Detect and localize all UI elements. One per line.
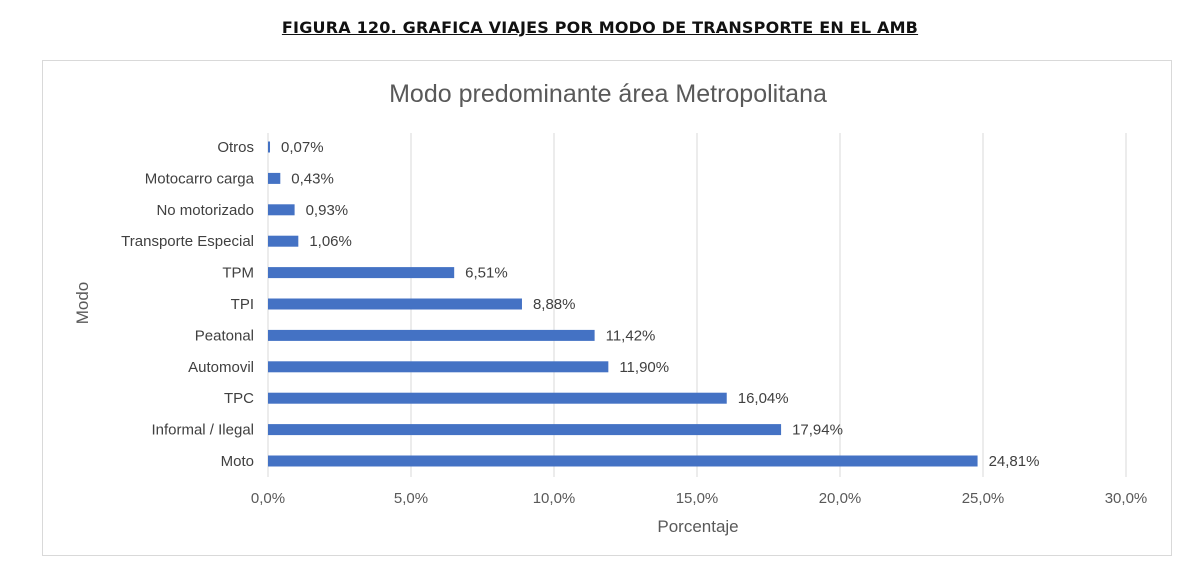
data-label: 11,42% xyxy=(606,327,656,344)
data-label: 11,90% xyxy=(619,359,669,376)
category-labels: Moto Informal / Ilegal TPC Automovil Peatona… xyxy=(121,139,254,470)
bar xyxy=(268,141,271,153)
bar xyxy=(268,172,281,184)
x-tick-label: 5,0% xyxy=(394,490,428,507)
bar xyxy=(268,235,299,247)
data-label: 17,94% xyxy=(792,422,843,439)
x-tick-label: 20,0% xyxy=(819,490,862,507)
x-tick-labels: 0,0% 5,0% 10,0% 15,0% 20,0% 25,0% 30,0% xyxy=(251,490,1147,507)
bar xyxy=(268,392,727,404)
category-label: Transporte Especial xyxy=(121,233,254,250)
chart-frame: Modo predominante área Metropolitana Mot… xyxy=(42,60,1172,556)
data-label: 0,07% xyxy=(281,139,324,156)
bar xyxy=(268,298,522,310)
bar xyxy=(268,267,455,279)
chart-title: Modo predominante área Metropolitana xyxy=(389,80,827,108)
data-label: 1,06% xyxy=(309,233,352,250)
x-tick-label: 30,0% xyxy=(1105,490,1148,507)
bar-chart: Modo predominante área Metropolitana Mot… xyxy=(73,80,1147,536)
figure-caption: FIGURA 120. GRAFICA VIAJES POR MODO DE T… xyxy=(281,18,919,37)
gridlines xyxy=(267,133,1127,477)
bar xyxy=(268,361,609,373)
data-label: 6,51% xyxy=(465,265,508,282)
category-label: Motocarro carga xyxy=(145,170,255,187)
category-label: No motorizado xyxy=(156,202,254,219)
bar xyxy=(268,204,295,216)
category-label: TPC xyxy=(224,390,254,407)
x-tick-label: 15,0% xyxy=(676,490,719,507)
data-label: 0,93% xyxy=(306,202,349,219)
data-labels: 24,81% 17,94%16,04% 11,90% 11,42% 8,88% 6,51%… xyxy=(281,139,1039,470)
category-label: TPM xyxy=(222,265,254,282)
category-label: Otros xyxy=(217,139,254,156)
y-axis-title: Modo xyxy=(73,282,92,325)
x-tick-label: 0,0% xyxy=(251,490,285,507)
bars xyxy=(268,141,978,467)
category-label: Automovil xyxy=(188,359,254,376)
x-axis-title: Porcentaje xyxy=(657,517,738,536)
data-label: 24,81% xyxy=(989,453,1040,470)
category-label: TPI xyxy=(231,296,254,313)
category-label: Informal / Ilegal xyxy=(151,422,254,439)
x-tick-label: 10,0% xyxy=(533,490,576,507)
data-label: 16,04% xyxy=(738,390,789,407)
category-label: Peatonal xyxy=(195,327,254,344)
data-label: 8,88% xyxy=(533,296,576,313)
data-label: 0,43% xyxy=(291,170,334,187)
bar xyxy=(268,455,978,467)
bar xyxy=(268,424,782,436)
x-tick-label: 25,0% xyxy=(962,490,1005,507)
category-label: Moto xyxy=(221,453,254,470)
bar xyxy=(268,329,595,341)
